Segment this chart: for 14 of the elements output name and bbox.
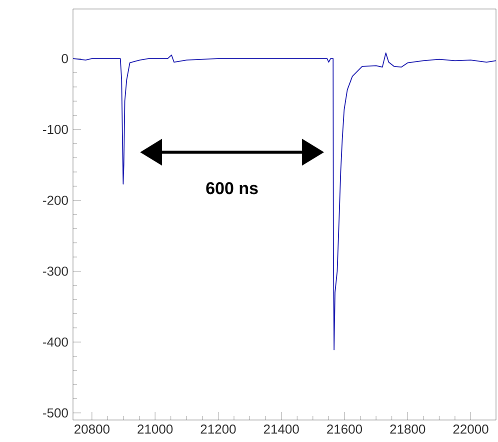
x-tick-label: 20800	[74, 424, 110, 434]
y-tick-label: 0	[62, 54, 68, 64]
y-tick-label: -400	[43, 337, 68, 347]
x-tick-label: 22000	[453, 424, 488, 434]
y-tick-label: -300	[43, 266, 68, 276]
y-tick-label: -500	[43, 408, 68, 418]
x-tick-label: 21200	[200, 424, 236, 434]
x-tick-label: 21800	[390, 424, 426, 434]
x-tick-label: 21400	[264, 424, 299, 434]
x-tick-label: 21600	[327, 424, 362, 434]
x-tick-label: 21000	[138, 424, 173, 434]
annotation: 600 ns	[206, 182, 258, 194]
y-tick-label: -100	[43, 124, 68, 134]
y-tick-label: -200	[43, 196, 68, 205]
